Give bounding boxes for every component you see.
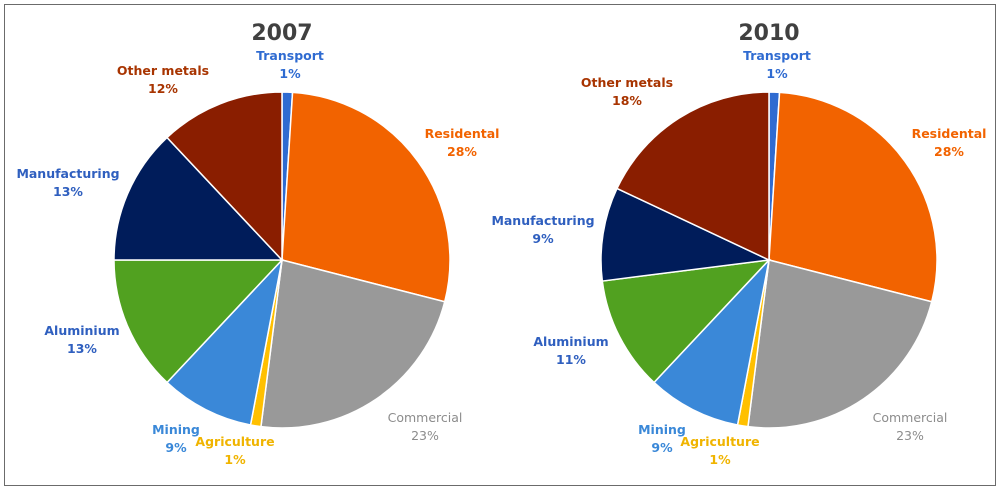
slice-label-2010-manufacturing: Manufacturing 9% [491,213,594,246]
pie-2007 [113,91,451,429]
slice-label-2007-aluminium: Aluminium 13% [44,323,119,356]
slice-label-2007-transport: Transport 1% [256,48,324,81]
slice-label-2007-commercial: Commercial 23% [388,410,463,443]
slice-label-2007-residental: Residental 28% [425,126,500,159]
slice-label-2010-aluminium: Aluminium 11% [533,334,608,367]
slice-label-2010-other-metals: Other metals 18% [581,75,673,108]
slice-label-2010-mining: Mining 9% [638,422,686,455]
pie-slice-2007-mining [165,257,284,426]
pie-slice-2007-commercial [260,259,446,429]
chart-title-2010: 2010 [738,21,799,46]
pie-slice-2010-residental [768,91,938,303]
chart-title-2007: 2007 [251,21,312,46]
pie-slice-2010-mining [652,257,771,426]
slice-label-2010-transport: Transport 1% [743,48,811,81]
slice-label-2007-manufacturing: Manufacturing 13% [16,166,119,199]
pie-slice-2007-other-metals [165,91,283,262]
slice-label-2010-commercial: Commercial 23% [873,410,948,443]
pie-slice-2007-residental [281,91,451,303]
slice-label-2010-agriculture: Agriculture 1% [680,434,759,467]
pie-slice-2007-manufacturing [113,136,284,261]
labels-2010: Transport 1% Residental 28% Commercial 23% Agr… [491,48,986,467]
slice-label-2007-mining: Mining 9% [152,422,200,455]
slice-label-2007-other-metals: Other metals 12% [117,63,209,96]
pie-slice-2010-aluminium [601,258,771,384]
pie-slice-2010-commercial [747,259,933,429]
slice-label-2007-agriculture: Agriculture 1% [195,434,274,467]
pie-2010 [600,91,938,429]
labels-2007: Transport 1% Residental 28% Commercial 23% Agr… [16,48,499,467]
pie-slice-2010-manufacturing [600,187,772,282]
pie-slice-2007-aluminium [113,259,284,384]
pie-slice-2010-other-metals [615,91,770,262]
slice-label-2010-residental: Residental 28% [912,126,987,159]
